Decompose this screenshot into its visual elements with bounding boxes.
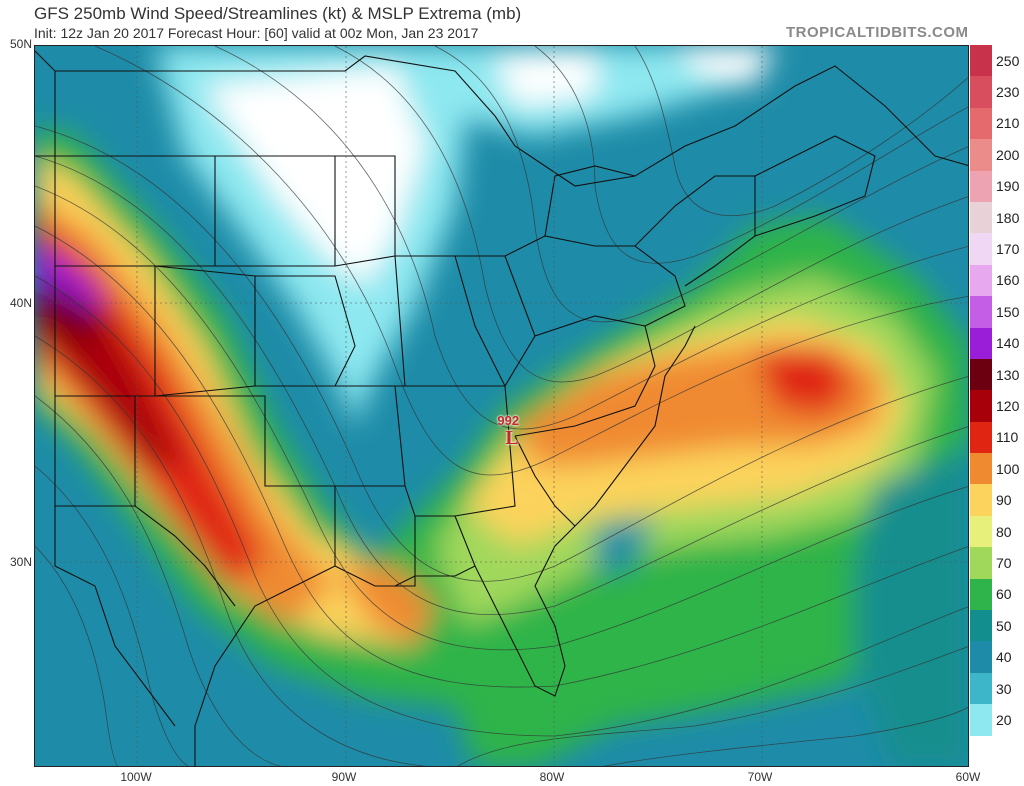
longitude-label: 70W xyxy=(747,770,773,784)
legend-swatch xyxy=(970,641,992,674)
low-pressure-symbol[interactable]: L xyxy=(505,426,519,449)
legend-label: 190 xyxy=(996,178,1020,195)
legend-label: 230 xyxy=(996,84,1020,101)
legend-swatch xyxy=(970,578,992,611)
legend-swatch xyxy=(970,672,992,705)
latitude-label: 40N xyxy=(9,296,32,310)
map-subtitle: Init: 12z Jan 20 2017 Forecast Hour: [60… xyxy=(34,25,479,41)
legend-label: 70 xyxy=(996,554,1012,571)
legend-label: 110 xyxy=(996,429,1019,446)
legend-swatch xyxy=(970,735,992,768)
legend-label: 20 xyxy=(996,711,1012,728)
legend-swatch xyxy=(970,45,992,77)
legend-label: 150 xyxy=(996,303,1020,320)
legend-label: 30 xyxy=(996,680,1012,697)
legend-label: 200 xyxy=(996,146,1020,163)
legend-swatch xyxy=(970,610,992,643)
legend-label: 120 xyxy=(996,398,1020,414)
low-pressure-value: 992 xyxy=(497,412,520,428)
legend-swatch xyxy=(970,421,992,454)
legend-swatch xyxy=(970,233,992,266)
legend-swatch xyxy=(970,515,992,548)
wind-map-canvas xyxy=(35,46,968,766)
legend-label: 50 xyxy=(996,617,1012,634)
legend-swatch xyxy=(970,327,992,360)
wind-map[interactable]: 992 L xyxy=(34,45,969,767)
graticule xyxy=(35,46,968,766)
wind-speed-legend: 250 230 210 200 190 180 170 160 150 140 130 120 110 1… xyxy=(970,45,1024,768)
latitude-label: 30N xyxy=(9,555,32,569)
legend-swatch xyxy=(970,547,992,580)
legend-swatch xyxy=(970,76,992,109)
longitude-label: 100W xyxy=(120,770,152,784)
legend-label: 250 xyxy=(996,52,1020,69)
latitude-label: 50N xyxy=(9,37,32,51)
legend-swatch xyxy=(970,484,992,517)
legend-label: 170 xyxy=(996,241,1020,258)
legend-label: 160 xyxy=(996,272,1020,289)
legend-label: 90 xyxy=(996,492,1012,509)
brand-watermark[interactable]: TROPICALTIDBITS.COM xyxy=(786,24,969,41)
legend-swatch xyxy=(970,264,992,297)
political-boundaries xyxy=(35,50,968,766)
legend-label: 210 xyxy=(996,115,1020,132)
legend-swatch xyxy=(970,139,992,172)
legend-label: 130 xyxy=(996,366,1020,383)
legend-swatch xyxy=(970,107,992,140)
legend-swatch xyxy=(970,170,992,203)
legend-label: 80 xyxy=(996,523,1012,540)
legend-label: 40 xyxy=(996,649,1012,666)
streamlines xyxy=(35,46,968,766)
legend-swatch xyxy=(970,390,992,423)
legend-swatch xyxy=(970,704,992,737)
map-title: GFS 250mb Wind Speed/Streamlines (kt) & … xyxy=(34,4,522,23)
longitude-label: 60W xyxy=(955,770,981,784)
longitude-label: 80W xyxy=(539,770,565,784)
legend-swatch xyxy=(970,296,992,329)
legend-label: 140 xyxy=(996,335,1020,352)
legend-swatch xyxy=(970,201,992,234)
legend-label: 100 xyxy=(996,460,1020,477)
legend-swatch xyxy=(970,453,992,486)
legend-label: 60 xyxy=(996,586,1012,603)
wind-speed-shading xyxy=(35,46,968,766)
legend-swatch xyxy=(970,358,992,391)
legend-label: 180 xyxy=(996,209,1020,226)
longitude-label: 90W xyxy=(331,770,357,784)
